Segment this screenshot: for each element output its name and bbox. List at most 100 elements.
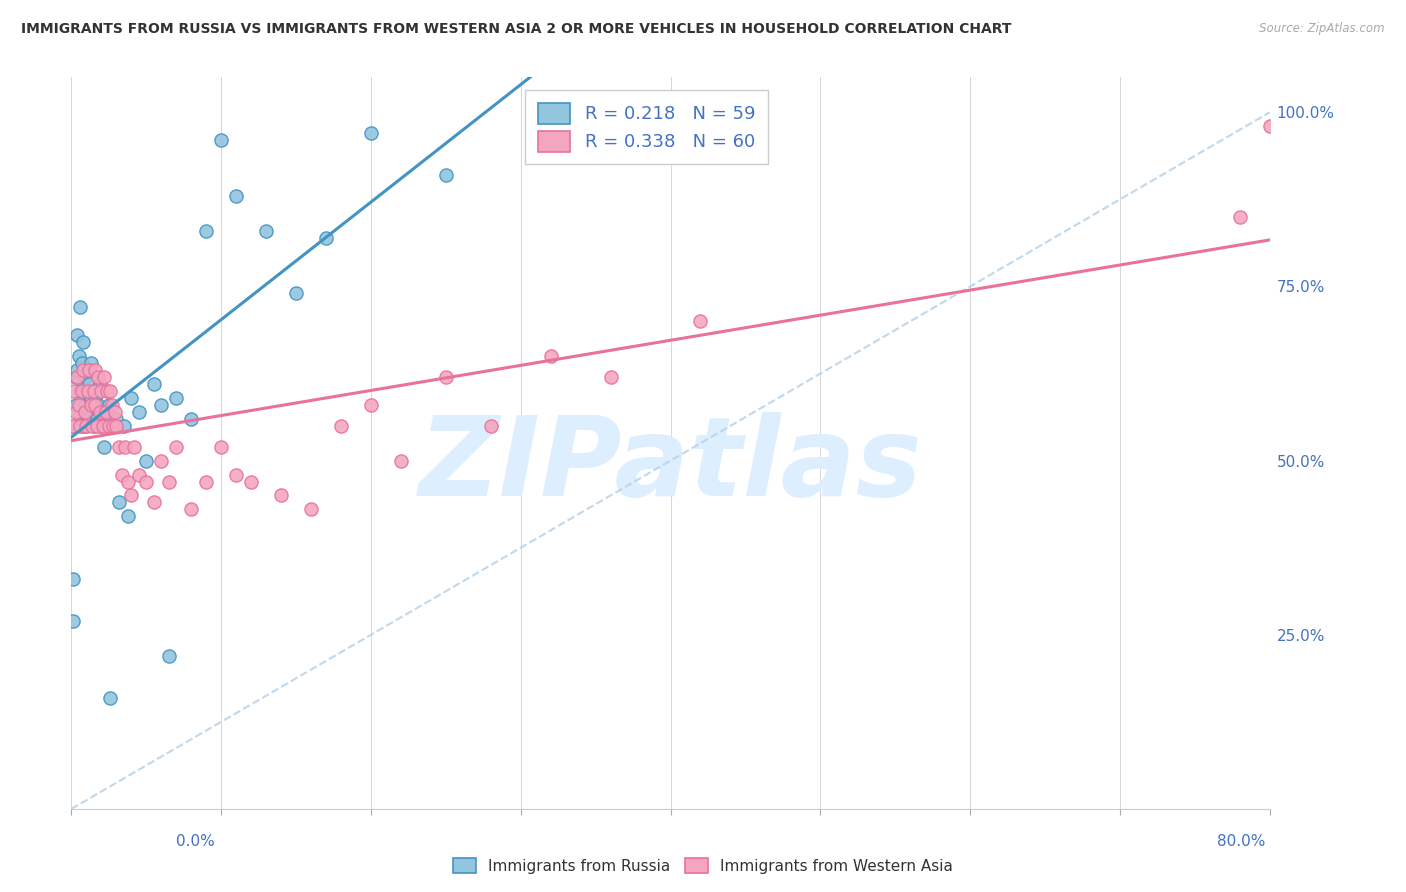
Point: [75, 418, 97, 433]
Point: [67, 349, 90, 363]
Point: [98, 690, 121, 705]
Point: [120, 391, 142, 405]
Point: [70, 356, 93, 370]
Point: [63, 384, 86, 398]
Point: [120, 488, 142, 502]
Text: ZIPatlas: ZIPatlas: [419, 412, 922, 518]
Point: [86, 418, 108, 433]
Point: [72, 384, 94, 398]
Point: [77, 412, 100, 426]
Point: [225, 189, 247, 203]
Point: [114, 440, 136, 454]
Point: [100, 398, 122, 412]
Point: [73, 370, 96, 384]
Point: [80, 398, 103, 412]
Point: [142, 376, 165, 391]
Point: [89, 405, 111, 419]
Point: [66, 370, 89, 384]
Point: [142, 495, 165, 509]
Point: [128, 405, 150, 419]
Point: [195, 224, 218, 238]
Point: [90, 384, 112, 398]
Point: [62, 572, 84, 586]
Point: [180, 412, 202, 426]
Point: [599, 370, 621, 384]
Point: [98, 384, 121, 398]
Point: [299, 502, 322, 516]
Point: [329, 418, 352, 433]
Point: [76, 405, 98, 419]
Point: [66, 328, 89, 343]
Point: [65, 398, 87, 412]
Point: [103, 418, 125, 433]
Point: [479, 418, 502, 433]
Point: [105, 412, 128, 426]
Text: 80.0%: 80.0%: [1218, 834, 1265, 849]
Point: [389, 453, 412, 467]
Point: [104, 405, 127, 419]
Text: Source: ZipAtlas.com: Source: ZipAtlas.com: [1260, 22, 1385, 36]
Point: [128, 467, 150, 482]
Point: [434, 370, 457, 384]
Point: [117, 509, 139, 524]
Point: [209, 133, 232, 147]
Point: [80, 356, 103, 370]
Point: [83, 384, 105, 398]
Point: [209, 440, 232, 454]
Point: [62, 614, 84, 628]
Point: [93, 440, 115, 454]
Point: [270, 488, 292, 502]
Point: [97, 418, 120, 433]
Point: [108, 440, 131, 454]
Point: [87, 398, 110, 412]
Point: [75, 384, 97, 398]
Point: [76, 384, 98, 398]
Point: [108, 495, 131, 509]
Point: [122, 440, 145, 454]
Point: [77, 363, 100, 377]
Point: [89, 376, 111, 391]
Point: [83, 384, 105, 398]
Point: [150, 453, 173, 467]
Point: [157, 475, 180, 489]
Point: [1258, 119, 1281, 133]
Point: [103, 418, 125, 433]
Point: [540, 349, 562, 363]
Point: [91, 405, 114, 419]
Point: [135, 453, 157, 467]
Point: [94, 405, 117, 419]
Point: [135, 475, 157, 489]
Point: [105, 418, 128, 433]
Point: [111, 467, 134, 482]
Point: [65, 370, 87, 384]
Point: [689, 314, 711, 328]
Point: [73, 398, 96, 412]
Point: [69, 418, 91, 433]
Point: [73, 405, 96, 419]
Point: [1229, 210, 1251, 224]
Text: 0.0%: 0.0%: [176, 834, 215, 849]
Point: [69, 301, 91, 315]
Point: [360, 398, 382, 412]
Point: [112, 418, 135, 433]
Point: [83, 418, 105, 433]
Legend: Immigrants from Russia, Immigrants from Western Asia: Immigrants from Russia, Immigrants from …: [447, 852, 959, 880]
Point: [63, 418, 86, 433]
Text: IMMIGRANTS FROM RUSSIA VS IMMIGRANTS FROM WESTERN ASIA 2 OR MORE VEHICLES IN HOU: IMMIGRANTS FROM RUSSIA VS IMMIGRANTS FRO…: [21, 22, 1011, 37]
Point: [96, 384, 118, 398]
Point: [80, 391, 103, 405]
Point: [87, 370, 110, 384]
Legend: R = 0.218   N = 59, R = 0.338   N = 60: R = 0.218 N = 59, R = 0.338 N = 60: [526, 90, 768, 164]
Point: [66, 363, 89, 377]
Point: [94, 418, 117, 433]
Point: [90, 418, 112, 433]
Point: [72, 335, 94, 350]
Point: [315, 230, 337, 244]
Point: [82, 418, 104, 433]
Point: [77, 376, 100, 391]
Point: [195, 475, 218, 489]
Point: [82, 398, 104, 412]
Point: [70, 384, 93, 398]
Point: [65, 405, 87, 419]
Point: [225, 467, 247, 482]
